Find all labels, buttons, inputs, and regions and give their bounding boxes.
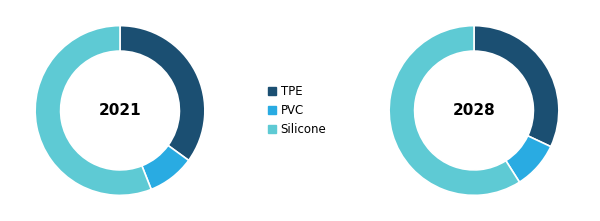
Legend: TPE, PVC, Silicone: TPE, PVC, Silicone (268, 85, 326, 136)
Wedge shape (120, 26, 205, 160)
Wedge shape (389, 26, 520, 195)
Text: 2021: 2021 (98, 103, 142, 118)
Wedge shape (506, 136, 551, 182)
Wedge shape (35, 26, 151, 195)
Wedge shape (142, 145, 188, 189)
Text: 2028: 2028 (452, 103, 496, 118)
Wedge shape (474, 26, 559, 147)
